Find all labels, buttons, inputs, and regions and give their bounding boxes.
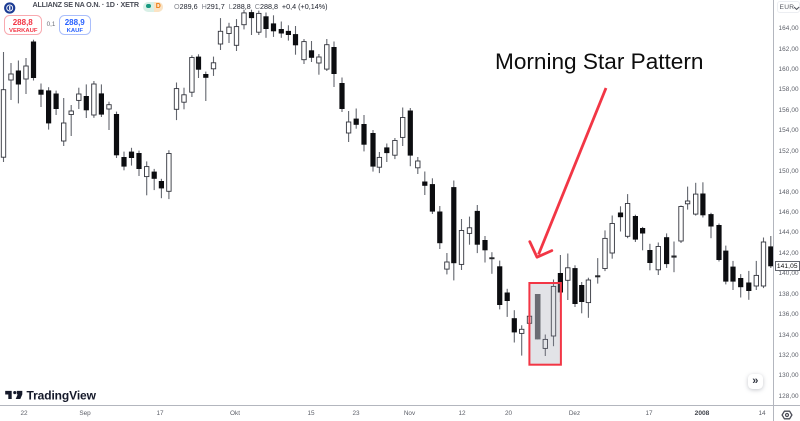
svg-text:TradingView: TradingView [27, 388, 97, 401]
